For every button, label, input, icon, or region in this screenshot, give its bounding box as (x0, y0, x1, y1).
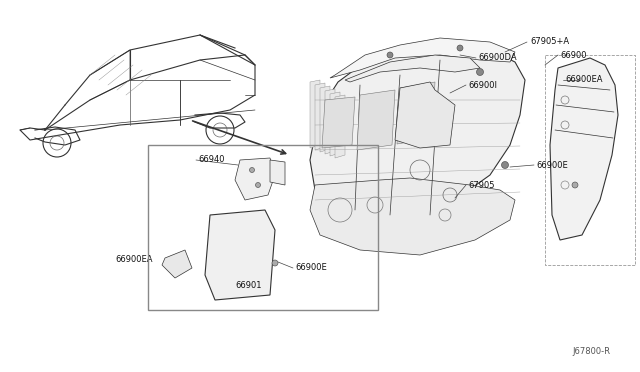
Polygon shape (315, 83, 325, 150)
Polygon shape (335, 95, 345, 158)
Text: 66900: 66900 (560, 51, 586, 60)
Text: J67800-R: J67800-R (572, 347, 610, 356)
Circle shape (255, 183, 260, 187)
Polygon shape (310, 80, 320, 148)
Text: 66900DA: 66900DA (478, 54, 516, 62)
Polygon shape (310, 178, 515, 255)
Polygon shape (330, 38, 515, 78)
Text: 66900E: 66900E (295, 263, 327, 273)
Text: 67905: 67905 (468, 180, 495, 189)
Circle shape (572, 182, 578, 188)
Polygon shape (397, 82, 435, 144)
Text: 66940: 66940 (198, 155, 225, 164)
Circle shape (502, 161, 509, 169)
Polygon shape (205, 210, 275, 300)
Polygon shape (162, 250, 192, 278)
Polygon shape (330, 92, 340, 156)
Polygon shape (235, 158, 275, 200)
Circle shape (387, 52, 393, 58)
Polygon shape (310, 45, 525, 215)
Circle shape (250, 167, 255, 173)
Bar (148, 145, 378, 310)
Polygon shape (320, 86, 330, 152)
Text: 66901: 66901 (235, 280, 262, 289)
Circle shape (477, 68, 483, 76)
Circle shape (457, 45, 463, 51)
Polygon shape (270, 160, 285, 185)
Polygon shape (345, 55, 480, 82)
Text: 66900EA: 66900EA (565, 76, 602, 84)
Text: 66900I: 66900I (468, 80, 497, 90)
Polygon shape (357, 90, 395, 150)
Polygon shape (550, 58, 618, 240)
Circle shape (272, 260, 278, 266)
Polygon shape (395, 82, 455, 148)
Text: 66900E: 66900E (536, 160, 568, 170)
Text: 67905+A: 67905+A (530, 38, 569, 46)
Text: 66900EA: 66900EA (115, 256, 152, 264)
Polygon shape (325, 89, 335, 154)
Polygon shape (322, 97, 355, 148)
